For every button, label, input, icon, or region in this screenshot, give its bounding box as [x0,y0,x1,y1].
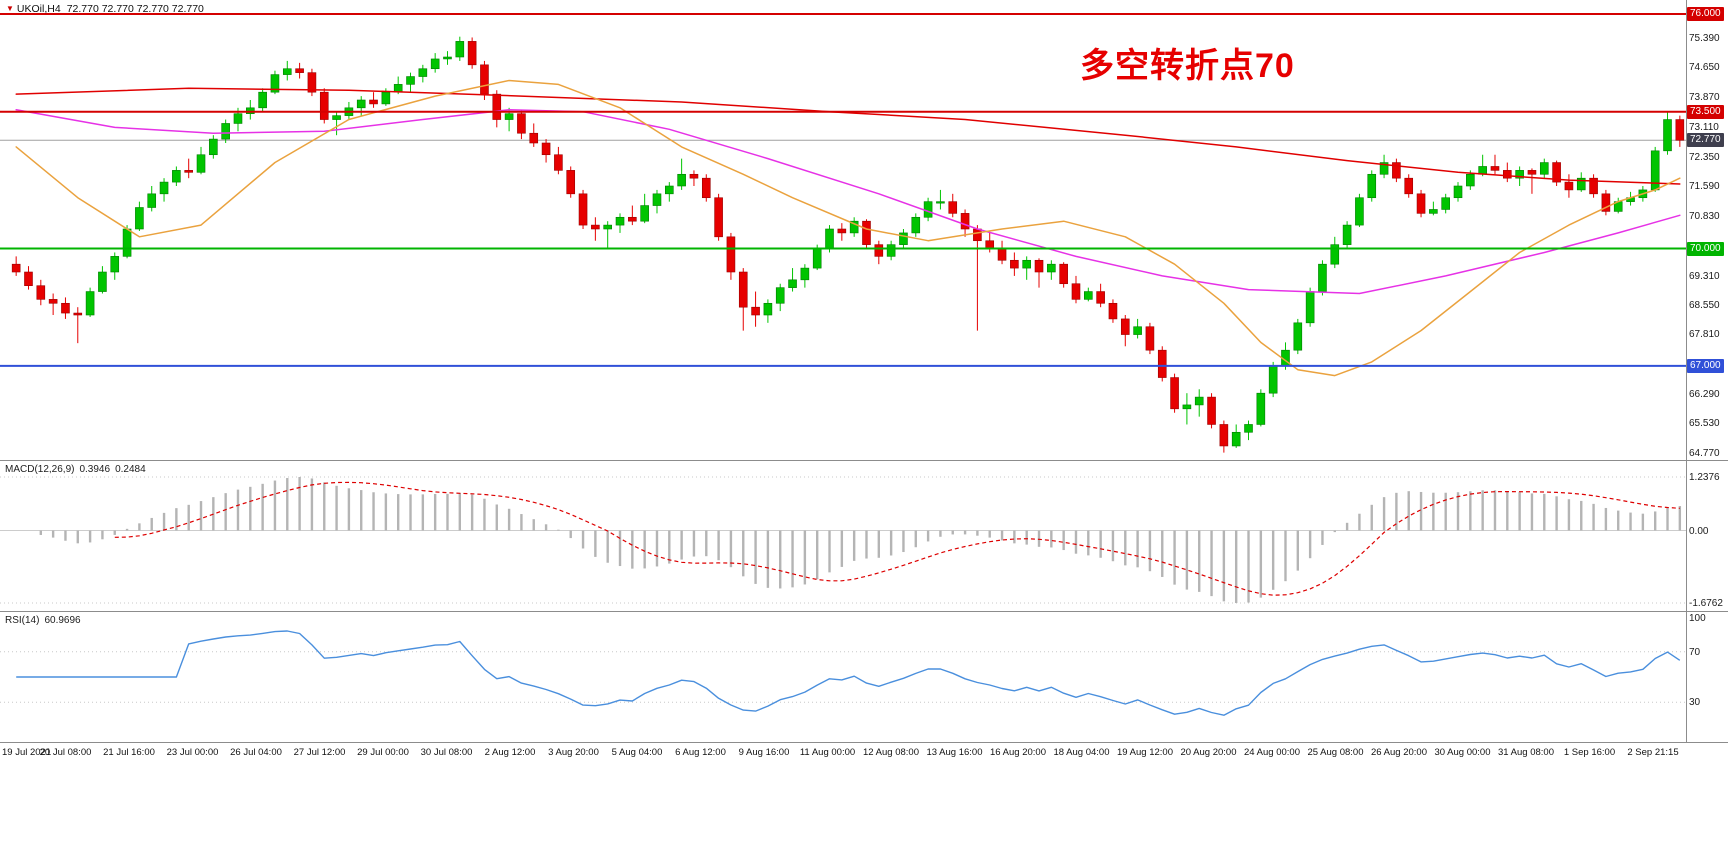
hlines-layer [0,13,1686,367]
price-tick-label: 65.530 [1689,418,1720,430]
price-tick-label: 75.390 [1689,32,1720,44]
macd-value-main: 0.3946 [79,464,111,475]
time-axis-label: 21 Jul 16:00 [103,747,155,758]
rsi-scale-label: 30 [1689,697,1701,709]
price-tick-label: 71.590 [1689,181,1720,193]
symbol-quotes: 72.770 72.770 72.770 72.770 [66,3,204,15]
macd-name: MACD(12,26,9) [5,464,75,475]
price-badge: 76.000 [1687,7,1724,21]
time-axis-label: 12 Aug 08:00 [863,747,919,758]
time-axis-label: 24 Aug 00:00 [1244,747,1300,758]
time-axis-label: 6 Aug 12:00 [675,747,726,758]
macd-scale-label: -1.6762 [1689,597,1723,609]
rsi-panel [0,630,1686,716]
rsi-name: RSI(14) [5,615,40,626]
symbol-info: ▼ UKOil,H4 72.770 72.770 72.770 72.770 [6,3,204,15]
price-tick-label: 70.830 [1689,211,1720,223]
time-axis-label: 31 Aug 08:00 [1498,747,1554,758]
time-axis-label: 19 Aug 12:00 [1117,747,1173,758]
time-axis-label: 1 Sep 16:00 [1563,747,1616,758]
symbol-name: UKOil,H4 [16,3,61,15]
time-axis-label: 2 Aug 12:00 [484,747,536,758]
symbol-marker-icon: ▼ [6,4,14,13]
time-axis-label: 23 Jul 00:00 [166,747,219,758]
rsi-value: 60.9696 [44,615,81,626]
time-axis-label: 18 Aug 04:00 [1053,747,1110,758]
time-axis-label: 9 Aug 16:00 [738,747,790,758]
time-axis-label: 3 Aug 20:00 [548,747,599,758]
price-badge: 67.000 [1687,358,1724,373]
price-tick-label: 73.110 [1689,121,1719,133]
price-badge: 73.500 [1687,104,1724,119]
time-axis-label: 16 Aug 20:00 [990,747,1046,758]
price-tick-label: 73.870 [1689,92,1720,104]
time-axis-label: 13 Aug 16:00 [926,747,983,758]
chart-annotation-text: 多空转折点70 [1080,47,1295,85]
rsi-scale-label: 70 [1689,646,1701,658]
macd-scale-label: 0.00 [1689,525,1709,537]
time-axis-label: 26 Aug 20:00 [1371,747,1427,758]
time-axis-label: 27 Jul 12:00 [293,747,346,758]
rsi-indicator-label: RSI(14) 60.9696 [5,615,86,626]
price-tick-label: 64.770 [1689,448,1720,459]
time-axis-label: 11 Aug 00:00 [799,747,856,758]
panel-frame-layer [0,0,1728,743]
rsi-scale-label: 100 [1689,613,1706,624]
price-tick-label: 74.650 [1689,61,1720,73]
time-axis-label: 19 Jul 2021 [2,747,52,758]
time-axis-label: 20 Aug 20:00 [1180,747,1237,758]
moving-averages-layer [15,79,1681,377]
price-tick-label: 69.310 [1689,270,1720,282]
price-tick-label: 68.550 [1689,300,1720,312]
price-badge: 72.770 [1687,133,1724,148]
price-tick-label: 67.810 [1689,329,1720,341]
time-axis-label: 29 Jul 00:00 [357,747,409,758]
price-tick-label: 66.290 [1689,388,1720,400]
macd-panel [0,476,1686,604]
macd-scale-label: 1.2376 [1689,472,1720,483]
time-axis-label: 2 Sep 21:15 [1627,747,1679,758]
macd-indicator-label: MACD(12,26,9) 0.3946 0.2484 [5,464,151,475]
macd-value-signal: 0.2484 [115,464,146,475]
time-axis-label: 30 Aug 00:00 [1434,747,1491,758]
time-axis-label: 20 Jul 08:00 [39,747,92,758]
time-axis-label: 5 Aug 04:00 [611,747,663,758]
time-axis-label: 26 Jul 04:00 [230,747,282,758]
price-badge: 70.000 [1687,241,1724,256]
time-axis-label: 30 Jul 08:00 [420,747,473,758]
time-axis-label: 25 Aug 08:00 [1307,747,1364,758]
price-tick-label: 72.350 [1689,151,1720,163]
